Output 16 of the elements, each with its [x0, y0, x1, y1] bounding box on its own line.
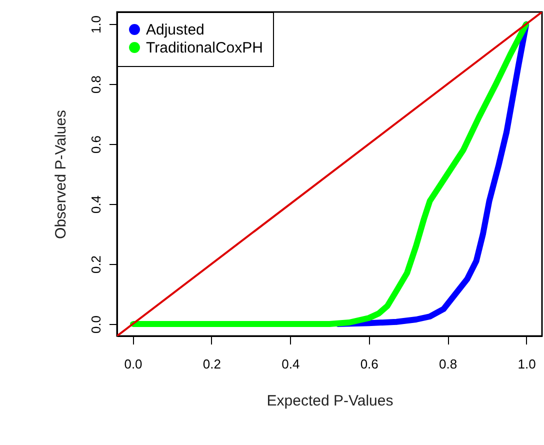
y-tick-label: 0.4	[88, 195, 104, 214]
legend-label: Adjusted	[146, 22, 204, 38]
x-tick-label: 1.0	[518, 356, 536, 372]
x-tick-label: 0.4	[282, 356, 300, 372]
x-axis-title: Expected P-Values	[266, 392, 394, 410]
y-tick-label: 0.6	[88, 135, 104, 154]
y-tick-label: 0.2	[88, 255, 104, 274]
y-axis-title: Observed P-Values	[52, 110, 70, 239]
y-tick-label: 0.8	[88, 75, 104, 94]
x-tick-label: 0.2	[202, 356, 221, 372]
x-tick-label: 0.6	[360, 356, 378, 372]
y-tick-label: 1.0	[88, 15, 104, 34]
x-tick-label: 0.0	[124, 356, 142, 372]
x-tick-label: 0.8	[439, 356, 458, 372]
legend-label: TraditionalCoxPH	[146, 40, 263, 56]
y-tick-label: 0.0	[88, 315, 104, 334]
